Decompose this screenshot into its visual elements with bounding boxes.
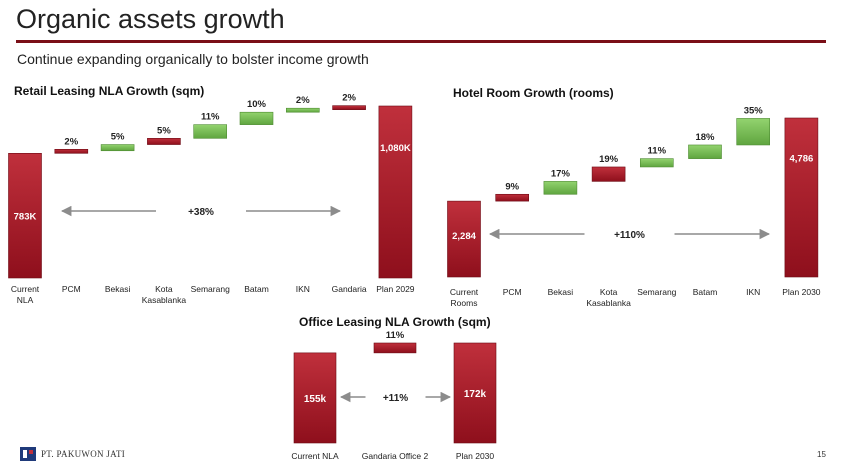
hotel-pct-label-bekasi: 17% — [551, 168, 571, 179]
retail-tick-label-current-nla-line2: NLA — [17, 295, 34, 305]
hotel-tick-label-current-rooms-line1: Current — [450, 287, 479, 297]
hotel-growth-label: +110% — [614, 230, 645, 241]
hotel-bar-plan-2030 — [784, 117, 819, 278]
hotel-tick-label-ikn: IKN — [746, 287, 760, 297]
hotel-tick-label-kota-kasablanka-line2: Kasablanka — [586, 298, 631, 308]
hotel-bar-pcm — [495, 193, 530, 202]
retail-bar-semarang — [193, 124, 227, 139]
hotel-total-label-current-rooms: 2,284 — [452, 231, 476, 242]
hotel-tick-label-pcm: PCM — [503, 287, 522, 297]
retail-tick-label-semarang: Semarang — [191, 284, 230, 294]
office-tick-label-plan-2030: Plan 2030 — [456, 451, 495, 461]
office-bar-gandaria-office-2 — [373, 342, 417, 354]
hotel-bar-batam — [688, 144, 722, 159]
hotel-bar-bekasi — [543, 181, 578, 195]
hotel-tick-label-plan-2030: Plan 2030 — [782, 287, 821, 297]
hotel-tick-label-batam: Batam — [693, 287, 718, 297]
retail-tick-label-ikn: IKN — [296, 284, 310, 294]
hotel-tick-label-bekasi: Bekasi — [548, 287, 574, 297]
retail-chart-title: Retail Leasing NLA Growth (sqm) — [14, 84, 205, 98]
retail-tick-label-kota-kasablanka-line2: Kasablanka — [142, 295, 187, 305]
hotel-pct-label-semarang: 11% — [648, 146, 667, 157]
retail-tick-label-bekasi: Bekasi — [105, 284, 131, 294]
office-total-label-plan-2030: 172k — [464, 389, 487, 400]
hotel-tick-label-kota-kasablanka-line1: Kota — [600, 287, 618, 297]
retail-bar-bekasi — [100, 144, 135, 152]
office-chart-group — [293, 342, 497, 444]
retail-pct-label-batam: 10% — [247, 99, 267, 110]
office-total-label-current-nla: 155k — [304, 394, 327, 405]
hotel-chart-title: Hotel Room Growth (rooms) — [453, 86, 614, 100]
retail-bar-ikn — [285, 107, 320, 113]
retail-bar-gandaria — [332, 105, 366, 110]
hotel-tick-label-current-rooms-line2: Rooms — [451, 298, 478, 308]
pakuwon-logo-icon — [20, 447, 36, 461]
retail-pct-label-pcm: 2% — [64, 136, 78, 147]
hotel-bar-kota-kasablanka — [591, 166, 626, 182]
page-title: Organic assets growth — [16, 4, 285, 34]
retail-bar-plan-2029 — [378, 105, 413, 279]
hotel-bar-ikn — [736, 118, 771, 146]
retail-tick-label-plan-2029: Plan 2029 — [376, 284, 415, 294]
retail-tick-label-pcm: PCM — [62, 284, 81, 294]
retail-pct-label-bekasi: 5% — [111, 132, 125, 143]
office-tick-label-current-nla: Current NLA — [291, 451, 339, 461]
hotel-bar-current-rooms — [447, 200, 481, 278]
office-chart-title: Office Leasing NLA Growth (sqm) — [299, 315, 491, 329]
retail-bar-batam — [239, 111, 274, 125]
office-bar-current-nla — [293, 352, 337, 444]
office-growth-label: +11% — [383, 393, 408, 404]
hotel-pct-label-pcm: 9% — [505, 181, 519, 192]
office-bar-plan-2030 — [453, 342, 497, 444]
office-pct-label-gandaria-office-2: 11% — [386, 330, 405, 341]
retail-total-label-current-nla: 783K — [14, 212, 37, 223]
office-tick-label-gandaria-office-2: Gandaria Office 2 — [362, 451, 429, 461]
retail-pct-label-ikn: 2% — [296, 95, 310, 106]
title-divider — [16, 40, 826, 43]
retail-tick-label-batam: Batam — [244, 284, 269, 294]
retail-tick-label-current-nla-line1: Current — [11, 284, 40, 294]
retail-chart-group — [8, 105, 413, 279]
retail-pct-label-gandaria: 2% — [342, 93, 356, 104]
retail-pct-label-semarang: 11% — [201, 112, 220, 123]
hotel-total-label-plan-2030: 4,786 — [790, 154, 814, 165]
retail-tick-label-gandaria: Gandaria — [332, 284, 367, 294]
hotel-pct-label-batam: 18% — [695, 132, 715, 143]
page-subtitle: Continue expanding organically to bolste… — [17, 51, 369, 67]
hotel-pct-label-ikn: 35% — [744, 105, 764, 116]
retail-total-label-plan-2029: 1,080K — [380, 143, 411, 154]
page-number: 15 — [817, 450, 826, 459]
hotel-chart-group — [447, 117, 819, 278]
retail-bar-kota-kasablanka — [147, 138, 181, 145]
hotel-tick-label-semarang: Semarang — [637, 287, 676, 297]
hotel-bar-semarang — [639, 158, 674, 168]
retail-growth-label: +38% — [188, 207, 214, 218]
company-name: PT. PAKUWON JATI — [41, 449, 126, 459]
retail-tick-label-kota-kasablanka-line1: Kota — [155, 284, 173, 294]
retail-pct-label-kota-kasablanka: 5% — [157, 125, 171, 136]
hotel-pct-label-kota-kasablanka: 19% — [599, 154, 619, 165]
company-logo: PT. PAKUWON JATI — [20, 444, 125, 464]
retail-bar-current-nla — [8, 153, 42, 279]
retail-bar-pcm — [54, 149, 89, 154]
